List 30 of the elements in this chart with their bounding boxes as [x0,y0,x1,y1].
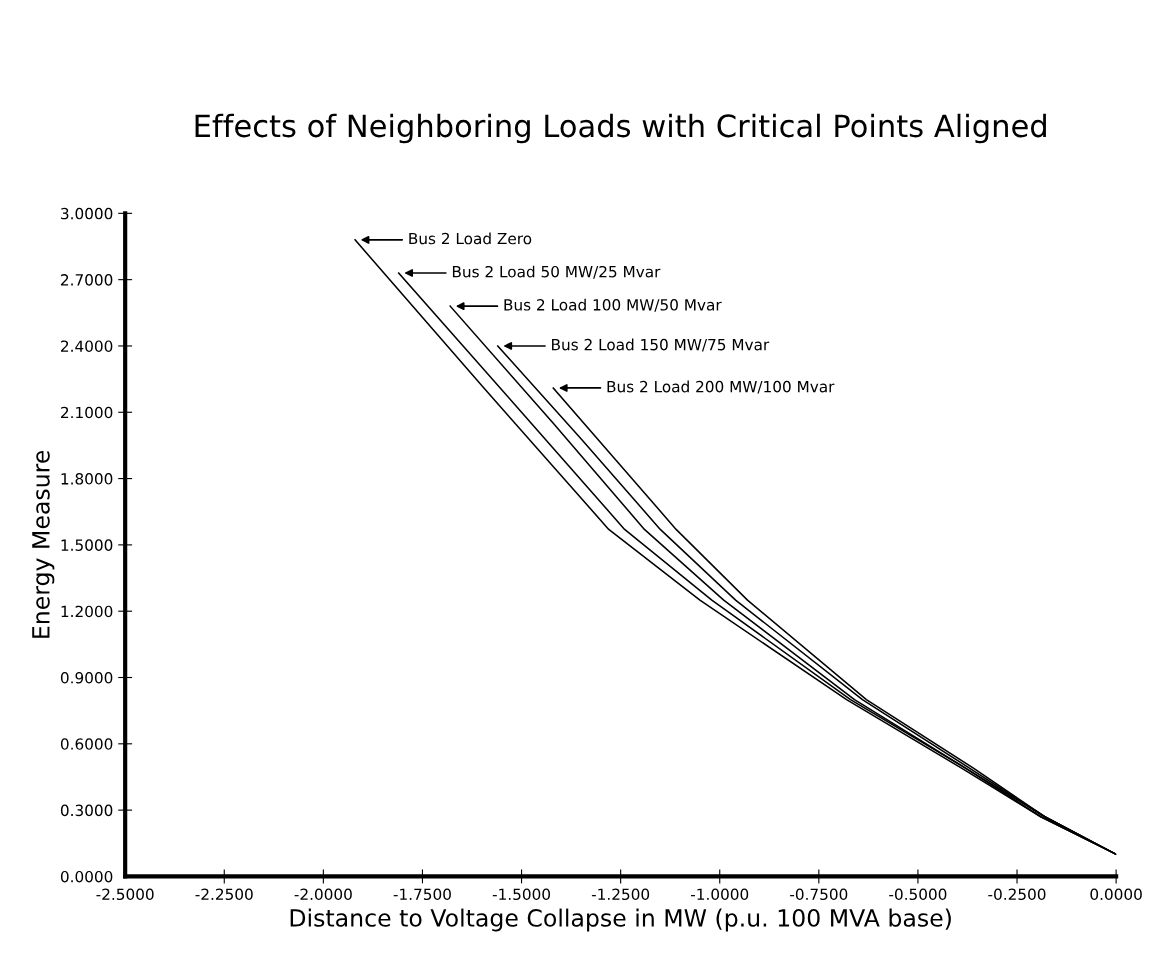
x-tick-label: -2.2500 [195,888,253,901]
x-tick-label: 0.0000 [1090,888,1142,901]
y-tick-label: 0.6000 [60,738,113,750]
x-tick-label: -1.2500 [591,888,650,901]
y-tick-label: 1.5000 [61,539,113,551]
legend-label: Bus 2 Load Zero [409,232,532,245]
x-tick-label: -0.2500 [988,888,1046,901]
legend-label: Bus 2 Load 100 MW/50 Mvar [504,298,722,312]
x-tick-label: -0.7500 [790,888,848,901]
x-tick-label: -1.7500 [393,888,451,901]
legend-label: Bus 2 Load 200 MW/100 Mvar [607,380,835,394]
legend-label: Bus 2 Load 50 MW/25 Mvar [452,265,661,279]
y-tick-label: 2.4000 [61,340,113,352]
y-tick-label: 2.7000 [61,274,113,286]
y-tick-label: 0.0000 [60,870,113,883]
y-tick-label: 3.0000 [61,207,113,220]
y-tick-label: 0.9000 [60,671,113,684]
x-tick-label: -2.5000 [96,888,154,901]
x-tick-label: -1.5000 [492,888,551,901]
y-tick-label: 0.3000 [60,804,113,817]
y-axis-title: Energy Measure [32,450,55,638]
y-tick-label: 2.1000 [61,406,113,419]
y-tick-label: 1.8000 [61,473,113,485]
x-axis-title: Distance to Voltage Collapse in MW (p.u. 100 MVA base) [290,908,951,932]
y-tick-label: 1.2000 [61,605,113,618]
legend-label: Bus 2 Load 150 MW/75 Mvar [552,338,770,352]
x-tick-label: -1.0000 [691,888,749,901]
x-tick-label: -2.0000 [294,888,352,901]
x-tick-label: -0.5000 [889,888,947,901]
chart-title: Effects of Neighboring Loads with Critical Points Aligned [195,113,1046,144]
